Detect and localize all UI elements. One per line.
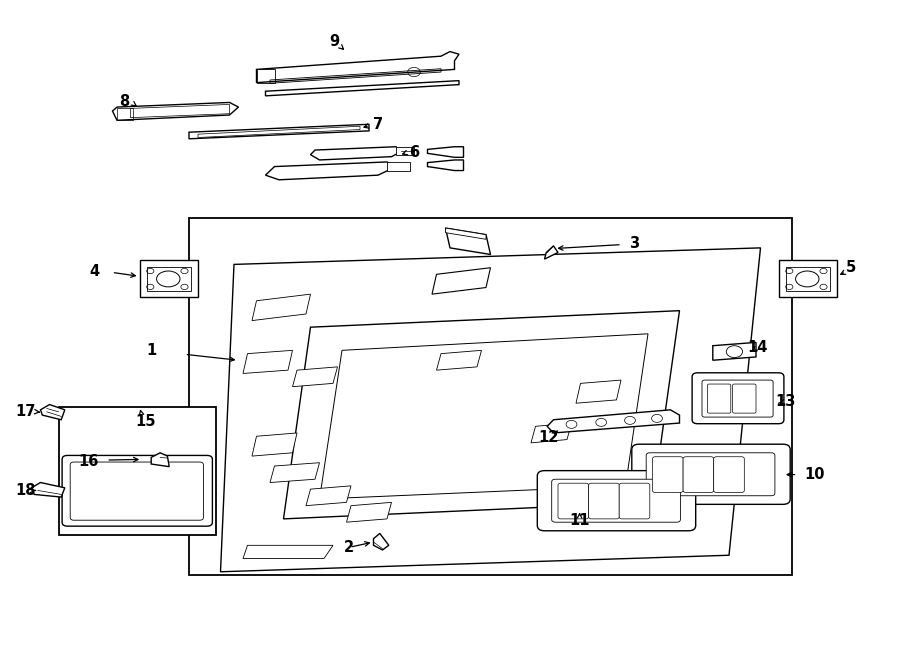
Polygon shape <box>266 162 396 180</box>
Polygon shape <box>306 486 351 506</box>
Text: 11: 11 <box>570 513 590 527</box>
Text: 1: 1 <box>146 343 157 358</box>
FancyBboxPatch shape <box>589 483 619 519</box>
Polygon shape <box>446 228 491 254</box>
Polygon shape <box>292 367 338 387</box>
Polygon shape <box>374 533 389 550</box>
FancyBboxPatch shape <box>714 457 744 492</box>
Text: 9: 9 <box>329 34 340 49</box>
Polygon shape <box>189 124 369 139</box>
Polygon shape <box>346 502 392 522</box>
Polygon shape <box>428 160 464 171</box>
Text: 10: 10 <box>805 467 824 482</box>
Polygon shape <box>252 433 297 456</box>
FancyBboxPatch shape <box>552 479 680 522</box>
Polygon shape <box>243 350 292 373</box>
Polygon shape <box>266 81 459 96</box>
FancyBboxPatch shape <box>707 384 731 413</box>
FancyBboxPatch shape <box>537 471 696 531</box>
Bar <box>58 407 216 535</box>
Polygon shape <box>40 405 65 420</box>
FancyBboxPatch shape <box>733 384 756 413</box>
Polygon shape <box>243 545 333 559</box>
Polygon shape <box>270 463 320 483</box>
Text: 16: 16 <box>78 454 98 469</box>
FancyBboxPatch shape <box>558 483 589 519</box>
Polygon shape <box>428 147 464 157</box>
FancyBboxPatch shape <box>683 457 714 492</box>
FancyBboxPatch shape <box>692 373 784 424</box>
Text: 4: 4 <box>89 264 100 278</box>
Polygon shape <box>446 228 486 239</box>
Polygon shape <box>151 453 169 467</box>
Text: 8: 8 <box>119 94 130 108</box>
Polygon shape <box>396 147 414 155</box>
Polygon shape <box>112 102 238 120</box>
Text: 18: 18 <box>15 483 35 498</box>
Text: 3: 3 <box>629 236 640 251</box>
FancyBboxPatch shape <box>62 455 212 526</box>
Text: 12: 12 <box>539 430 559 445</box>
Polygon shape <box>544 246 558 259</box>
Polygon shape <box>436 350 482 370</box>
FancyBboxPatch shape <box>646 453 775 496</box>
FancyBboxPatch shape <box>632 444 790 504</box>
Polygon shape <box>531 423 572 443</box>
Polygon shape <box>32 483 65 497</box>
Polygon shape <box>252 294 310 321</box>
Text: 5: 5 <box>845 260 856 275</box>
FancyBboxPatch shape <box>702 380 773 417</box>
Text: 6: 6 <box>409 145 419 159</box>
Polygon shape <box>576 380 621 403</box>
Text: 13: 13 <box>776 394 796 408</box>
Text: 2: 2 <box>344 540 355 555</box>
Polygon shape <box>310 147 400 160</box>
Polygon shape <box>713 342 756 360</box>
Text: 14: 14 <box>748 340 768 355</box>
Polygon shape <box>256 52 459 83</box>
Polygon shape <box>220 248 760 572</box>
Polygon shape <box>387 162 410 171</box>
Text: 17: 17 <box>15 404 35 418</box>
Text: 15: 15 <box>136 414 156 429</box>
FancyBboxPatch shape <box>70 462 203 520</box>
Polygon shape <box>432 268 491 294</box>
Text: 7: 7 <box>373 117 383 132</box>
FancyBboxPatch shape <box>619 483 650 519</box>
Polygon shape <box>778 260 837 297</box>
Polygon shape <box>140 260 198 297</box>
Polygon shape <box>547 410 680 433</box>
Polygon shape <box>284 311 680 519</box>
FancyBboxPatch shape <box>652 457 683 492</box>
Bar <box>189 218 792 575</box>
